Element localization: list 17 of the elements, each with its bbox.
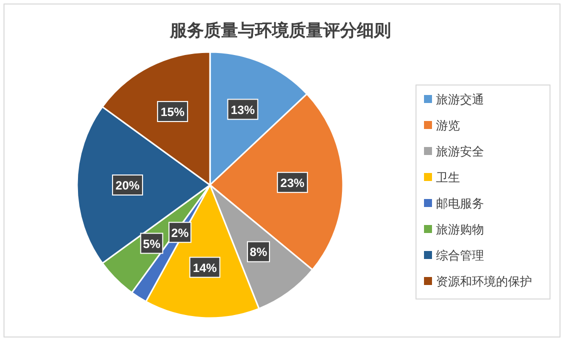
legend-label: 游览 (436, 118, 460, 132)
legend-label: 资源和环境的保护 (436, 274, 532, 288)
data-label: 8% (250, 245, 268, 260)
data-label: 13% (230, 102, 256, 117)
legend-label: 卫生 (436, 170, 460, 184)
legend-label: 邮电服务 (436, 196, 484, 210)
chart-title: 服务质量与环境质量评分细则 (169, 21, 391, 41)
legend-label: 旅游购物 (436, 222, 484, 236)
legend-label: 旅游交通 (436, 92, 484, 106)
data-label: 15% (160, 105, 185, 120)
data-label: 23% (280, 176, 305, 190)
data-label: 5% (143, 236, 161, 251)
legend-label: 旅游安全 (436, 144, 484, 158)
data-label: 20% (116, 178, 140, 192)
legend-label: 综合管理 (436, 248, 484, 262)
data-label: 2% (171, 226, 189, 240)
data-label: 14% (192, 260, 218, 275)
